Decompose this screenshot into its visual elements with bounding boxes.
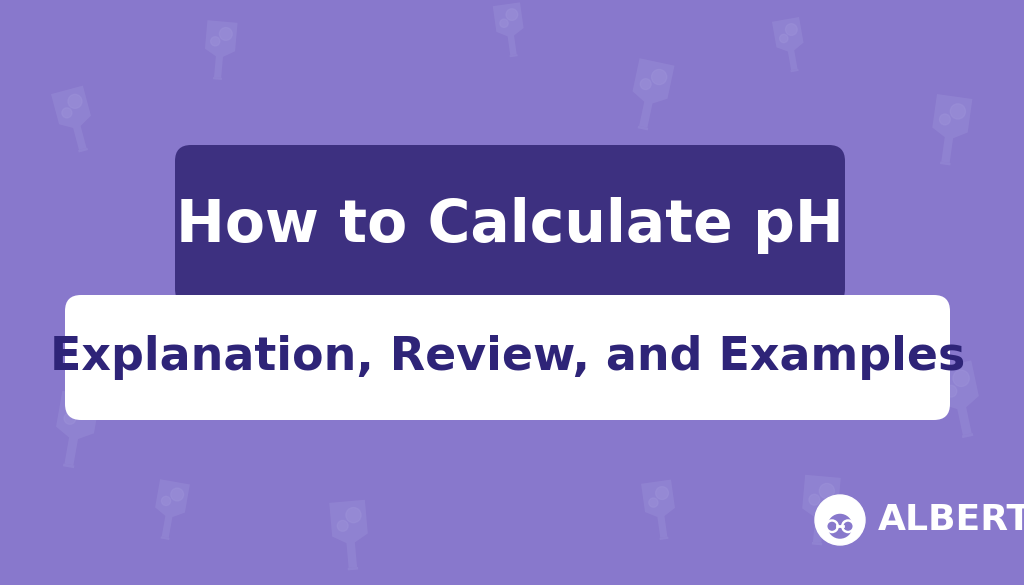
Circle shape	[162, 496, 171, 505]
Circle shape	[953, 370, 970, 387]
Polygon shape	[510, 54, 518, 57]
Circle shape	[844, 522, 853, 531]
Polygon shape	[213, 77, 222, 80]
Polygon shape	[659, 536, 669, 540]
Polygon shape	[962, 433, 974, 438]
Circle shape	[950, 104, 966, 119]
Circle shape	[346, 508, 361, 523]
Polygon shape	[78, 148, 88, 153]
Polygon shape	[51, 85, 91, 150]
Circle shape	[815, 495, 865, 545]
Circle shape	[497, 245, 524, 273]
Text: How to Calculate pH: How to Calculate pH	[176, 197, 844, 253]
Circle shape	[779, 35, 787, 43]
Polygon shape	[161, 536, 170, 540]
Text: ALBERT: ALBERT	[878, 503, 1024, 537]
Polygon shape	[459, 221, 541, 350]
Polygon shape	[461, 344, 480, 355]
Polygon shape	[934, 360, 979, 435]
Circle shape	[819, 483, 835, 498]
Polygon shape	[633, 58, 675, 128]
Circle shape	[500, 19, 508, 27]
Circle shape	[65, 412, 76, 424]
Circle shape	[841, 519, 855, 534]
Circle shape	[945, 386, 956, 397]
Polygon shape	[56, 391, 100, 466]
Polygon shape	[821, 496, 859, 518]
Circle shape	[825, 519, 839, 534]
Polygon shape	[940, 161, 950, 166]
Circle shape	[506, 9, 518, 20]
Circle shape	[809, 494, 820, 505]
FancyBboxPatch shape	[175, 145, 845, 305]
Text: Explanation, Review, and Examples: Explanation, Review, and Examples	[50, 335, 966, 380]
Polygon shape	[493, 2, 523, 56]
Polygon shape	[812, 542, 822, 545]
Polygon shape	[638, 126, 648, 130]
Circle shape	[651, 70, 667, 85]
Circle shape	[474, 259, 495, 279]
Polygon shape	[791, 69, 799, 73]
Polygon shape	[62, 463, 75, 468]
Circle shape	[76, 402, 92, 418]
Polygon shape	[348, 567, 358, 570]
Polygon shape	[802, 475, 841, 543]
Polygon shape	[155, 479, 189, 538]
Circle shape	[649, 498, 658, 507]
FancyBboxPatch shape	[65, 295, 950, 420]
Polygon shape	[641, 480, 675, 538]
Circle shape	[211, 37, 220, 46]
Polygon shape	[772, 17, 804, 70]
Circle shape	[171, 488, 183, 501]
Circle shape	[68, 94, 82, 108]
Circle shape	[655, 487, 669, 500]
Polygon shape	[330, 500, 368, 568]
Circle shape	[337, 521, 348, 531]
Circle shape	[785, 24, 797, 35]
Circle shape	[219, 27, 232, 40]
Polygon shape	[205, 20, 238, 78]
Circle shape	[827, 514, 853, 539]
Circle shape	[939, 114, 950, 125]
Circle shape	[827, 522, 837, 531]
Polygon shape	[932, 94, 973, 163]
Circle shape	[61, 108, 72, 118]
Circle shape	[640, 79, 651, 90]
